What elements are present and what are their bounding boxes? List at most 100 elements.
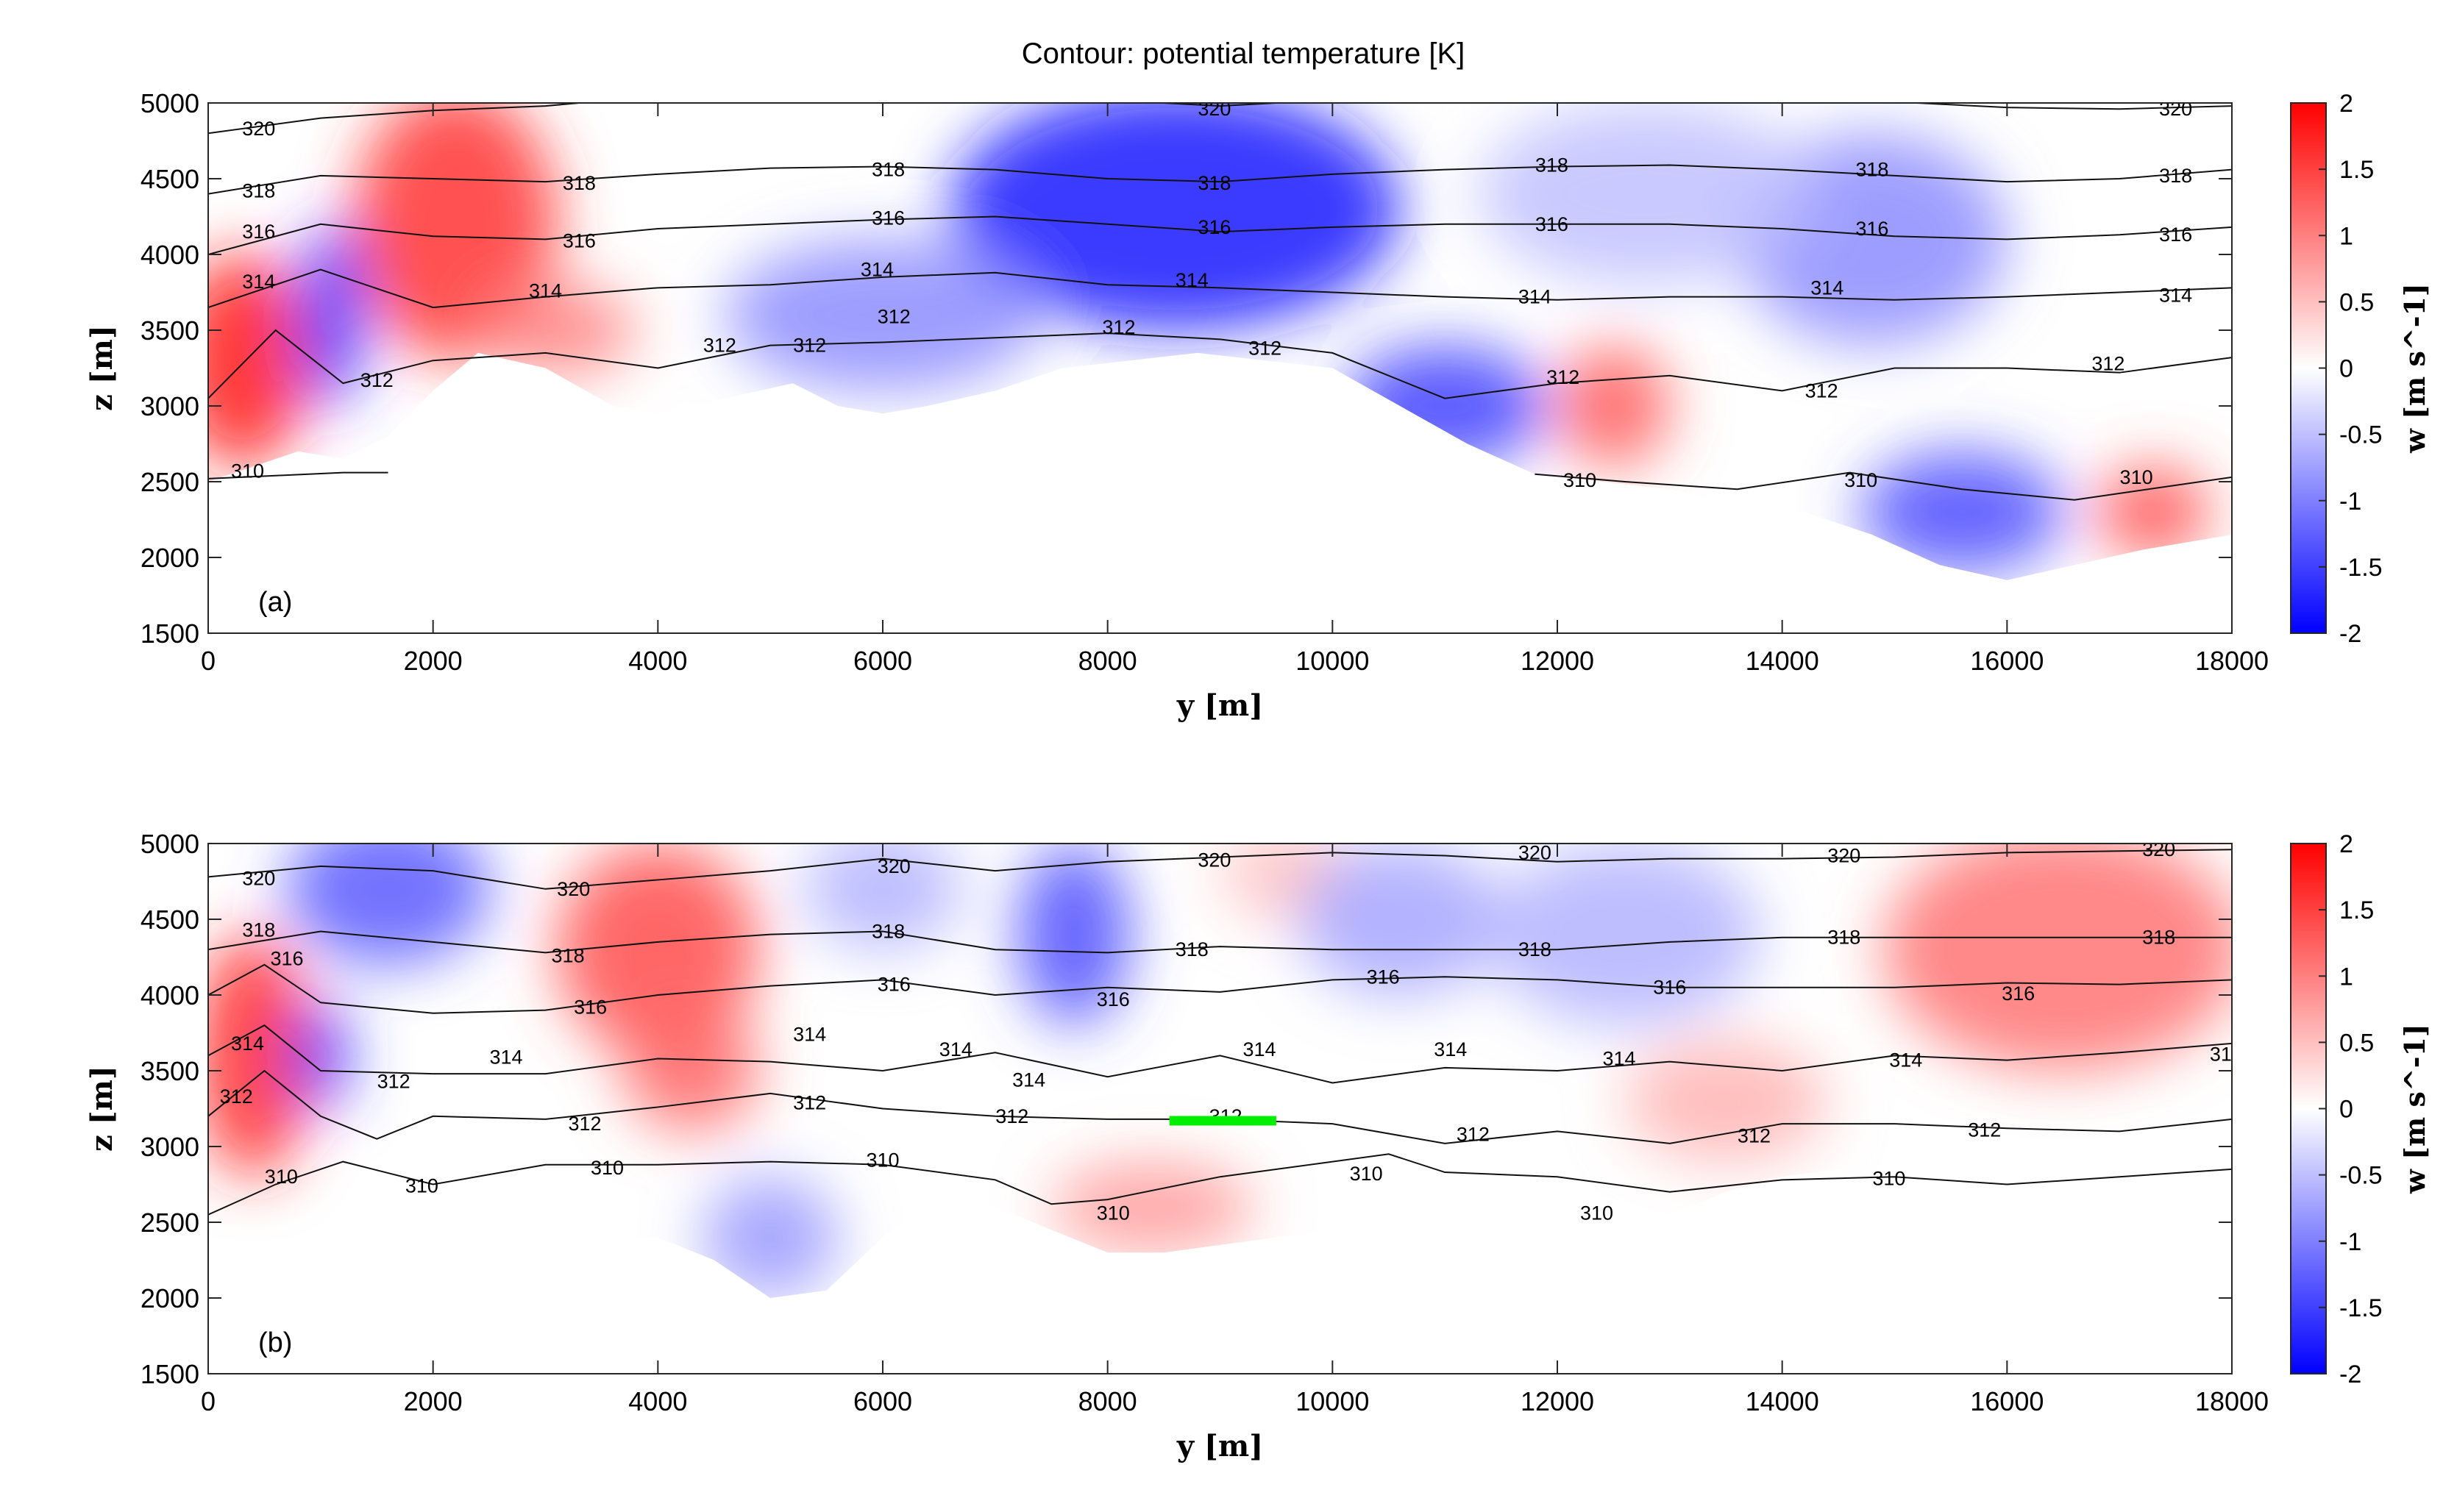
contour-label: 312: [220, 1085, 253, 1108]
w-field-cell: [292, 1002, 349, 1109]
contour-label: 320: [1198, 98, 1231, 120]
contour-line-316: [208, 963, 2232, 1014]
contour-label: 316: [1367, 966, 1400, 988]
w-field-cell: [298, 224, 366, 406]
colorbar: [2290, 843, 2327, 1374]
contour-label: 312: [1968, 1119, 2001, 1141]
contour-label: 318: [563, 172, 596, 194]
contour-label: 312: [1805, 379, 1838, 402]
w-field-cell: [208, 934, 310, 1177]
contour-label: 312: [703, 335, 736, 357]
panel-label: (b): [258, 1327, 292, 1358]
contour-label: 314: [1012, 1069, 1045, 1091]
contour-label: 314: [1176, 269, 1209, 291]
y-axis-label: z [m]: [85, 325, 119, 411]
w-field: 320 320 320 318 318 318 318 318 318 318 316 316 316 3…: [208, 98, 2232, 633]
colorbar-label: w [m s^-1]: [2398, 283, 2431, 454]
contour-label: 316: [2159, 224, 2192, 246]
w-field-cell: [703, 1177, 838, 1298]
colorbar-tick-label: -1: [2339, 488, 2361, 516]
y-tick-label: 3500: [141, 315, 199, 346]
w-field-blobs: [208, 103, 2210, 573]
figure-title: Contour: potential temperature [K]: [1022, 38, 1465, 70]
contour-label: 314: [1889, 1049, 1922, 1071]
terrain-mask: [208, 352, 2232, 633]
colorbar-tick-label: -1.5: [2339, 554, 2383, 582]
x-tick-label: 16000: [1970, 1386, 2044, 1416]
x-tick-label: 6000: [853, 646, 912, 676]
contour-label: 312: [360, 369, 394, 391]
w-field-cell: [1557, 345, 1670, 467]
w-field-cell: [1051, 1161, 1254, 1253]
w-field-cell: [208, 254, 310, 467]
contour-label: 312: [1248, 338, 1281, 360]
contour-label: 312: [1457, 1124, 1490, 1146]
w-field-cell: [1490, 844, 1760, 1026]
w-field-cell: [1298, 844, 1501, 995]
contour-label: 312: [793, 335, 826, 357]
contour-label: 310: [1872, 1167, 1905, 1189]
contour-label: 314: [1518, 286, 1551, 308]
contour-label: 316: [1535, 213, 1568, 235]
colorbar-tick-label: 2: [2339, 90, 2353, 118]
y-tick-label: 2000: [141, 1283, 199, 1313]
contour-label: 320: [557, 878, 590, 900]
contour-line-312: [208, 1069, 2232, 1144]
colorbar-tick-label: 1.5: [2339, 896, 2374, 924]
contour-label: 314: [1810, 277, 1843, 299]
colorbar-tick-label: -1: [2339, 1228, 2361, 1256]
w-field-cell: [287, 844, 490, 965]
contour-line-314: [208, 268, 2232, 309]
contour-label: 318: [552, 944, 585, 966]
contour-label: 314: [489, 1046, 522, 1068]
w-field: 320 320 320 320 320 320 320 318 318 318 318 318 318 3…: [208, 838, 2243, 1374]
contour-label: 318: [872, 920, 905, 942]
contour-label: 312: [878, 305, 911, 327]
contour-label: 320: [1198, 849, 1231, 871]
x-tick-label: 8000: [1078, 646, 1137, 676]
contour-label: 318: [1198, 172, 1231, 194]
x-tick-label: 10000: [1295, 1386, 1369, 1416]
contour-label: 316: [1653, 977, 1686, 999]
w-field-cell: [2097, 466, 2210, 557]
contour-label: 312: [1546, 366, 1579, 388]
x-tick-label: 0: [201, 1386, 216, 1416]
x-tick-label: 14000: [1746, 1386, 1819, 1416]
contour-label: 316: [1097, 988, 1130, 1010]
colorbar-tick-label: 1: [2339, 222, 2353, 250]
contour-label: 314: [793, 1024, 826, 1046]
contour-label: 314: [1242, 1038, 1276, 1060]
contour-line-320: [208, 849, 2232, 890]
contour-label: 312: [568, 1113, 601, 1135]
w-field-cell: [1479, 103, 1816, 285]
contour-label: 316: [270, 948, 303, 970]
contour-label: 314: [242, 271, 275, 293]
x-tick-label: 12000: [1521, 646, 1594, 676]
contour-label: 318: [1855, 159, 1888, 181]
contour-label: 316: [878, 974, 911, 996]
colorbar-tick-label: -0.5: [2339, 1162, 2383, 1190]
contour-label: 320: [242, 867, 275, 889]
contour-label: 316: [2002, 983, 2035, 1005]
contour-line-312: [208, 329, 2232, 399]
y-tick-label: 1500: [141, 1359, 199, 1389]
y-tick-label: 4000: [141, 980, 199, 1010]
x-tick-label: 18000: [2195, 646, 2269, 676]
contour-line-314: [208, 1024, 2232, 1084]
colorbar-label: w [m s^-1]: [2398, 1024, 2431, 1194]
x-tick-label: 4000: [628, 1386, 687, 1416]
contour-line-320: [1917, 103, 2232, 110]
contour-label: 318: [2159, 165, 2192, 187]
x-tick-label: 8000: [1078, 1386, 1137, 1416]
x-tick-label: 6000: [853, 1386, 912, 1416]
contour-label: 316: [563, 229, 596, 252]
contour-label: 318: [1176, 938, 1209, 960]
contour-label: 310: [1350, 1163, 1383, 1185]
contour-label: 316: [574, 996, 607, 1018]
y-tick-label: 2500: [141, 1208, 199, 1238]
colorbar-tick-label: 1: [2339, 963, 2353, 991]
contour-label: 314: [2210, 1043, 2243, 1065]
contour-label: 320: [2142, 838, 2175, 860]
axes-frame: [207, 102, 2233, 634]
